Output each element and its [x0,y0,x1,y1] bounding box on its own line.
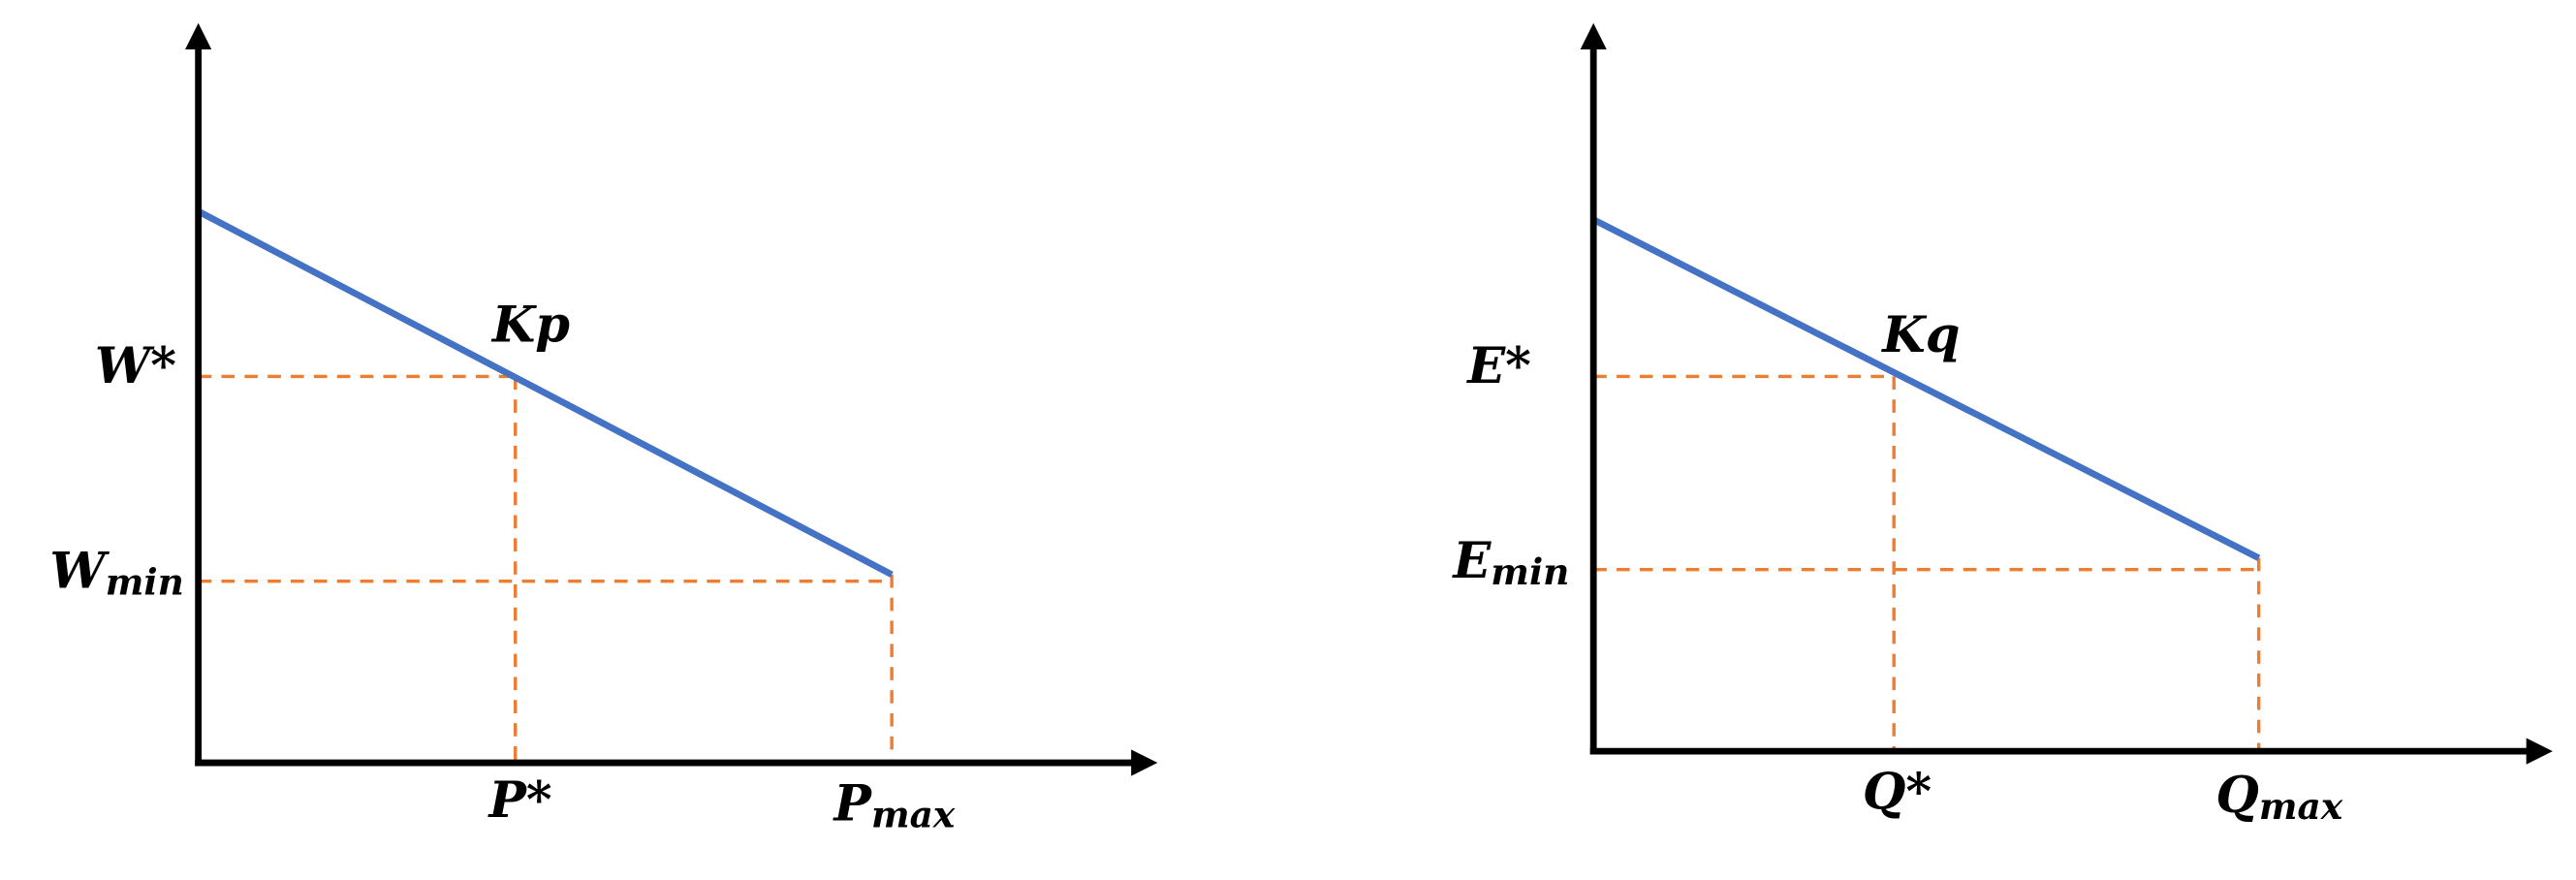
slope-label: Kp [490,297,570,355]
axis-label: Pmax [832,775,956,836]
label-base: E [1451,532,1492,590]
slope-label: Kq [1880,306,1960,364]
label-subscript: min [1491,550,1569,593]
label-base: Q [2215,767,2259,825]
label-subscript: max [2259,785,2343,828]
axis-label: Q* [1863,764,1932,822]
axis-label: Wmin [49,542,184,603]
label-base: W [49,542,110,600]
axis-label: W* [95,337,176,395]
axis-label: Emin [1451,532,1569,593]
label-subscript: min [106,560,184,603]
label-subscript: max [871,793,956,835]
droop-line [1591,216,2261,561]
axis-label: E* [1465,337,1531,395]
droop-line [197,208,894,578]
axis-label: P* [487,771,551,830]
axis-label: Qmax [2215,767,2342,828]
label-base: P [832,775,873,833]
